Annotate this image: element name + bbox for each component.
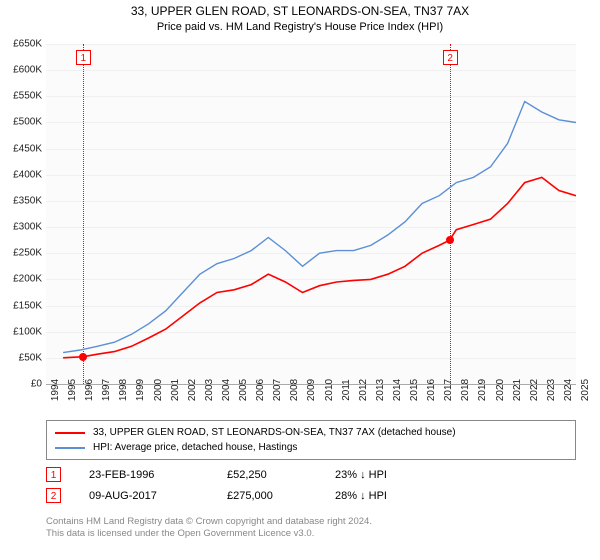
chart-area: 12 £0£50K£100K£150K£200K£250K£300K£350K£… <box>46 44 576 384</box>
legend-label: HPI: Average price, detached house, Hast… <box>93 440 297 455</box>
sale-hpi-delta: 23% ↓ HPI <box>335 469 425 481</box>
y-axis-label: £0 <box>31 379 42 390</box>
series-line-price_paid <box>63 177 576 357</box>
x-axis-label: 2012 <box>358 379 369 401</box>
y-axis-label: £300K <box>13 222 42 233</box>
x-axis-label: 1995 <box>67 379 78 401</box>
x-axis-label: 2001 <box>170 379 181 401</box>
y-axis-label: £250K <box>13 248 42 259</box>
footer-line2: This data is licensed under the Open Gov… <box>46 528 576 540</box>
x-axis-label: 1998 <box>118 379 129 401</box>
x-axis-label: 2013 <box>375 379 386 401</box>
y-axis-label: £550K <box>13 91 42 102</box>
x-axis-label: 2020 <box>495 379 506 401</box>
x-axis-label: 2017 <box>443 379 454 401</box>
x-axis-label: 2003 <box>204 379 215 401</box>
y-axis-label: £400K <box>13 169 42 180</box>
footer-attribution: Contains HM Land Registry data © Crown c… <box>46 516 576 541</box>
sale-row: 1 23-FEB-1996 £52,250 23% ↓ HPI <box>46 464 576 485</box>
x-axis-label: 2016 <box>426 379 437 401</box>
sale-hpi-delta: 28% ↓ HPI <box>335 490 425 502</box>
y-axis-label: £100K <box>13 326 42 337</box>
legend-swatch <box>55 432 85 434</box>
y-axis-label: £350K <box>13 195 42 206</box>
footer-line1: Contains HM Land Registry data © Crown c… <box>46 516 576 528</box>
legend-item: HPI: Average price, detached house, Hast… <box>55 440 567 455</box>
x-axis-label: 2022 <box>529 379 540 401</box>
series-line-hpi <box>63 102 576 353</box>
x-axis-label: 2015 <box>409 379 420 401</box>
x-axis-label: 2010 <box>324 379 335 401</box>
x-axis-label: 2014 <box>392 379 403 401</box>
x-axis-label: 2005 <box>238 379 249 401</box>
x-axis-label: 2008 <box>289 379 300 401</box>
y-axis-label: £650K <box>13 39 42 50</box>
legend-label: 33, UPPER GLEN ROAD, ST LEONARDS-ON-SEA,… <box>93 425 456 440</box>
x-axis-label: 1997 <box>101 379 112 401</box>
sale-row: 2 09-AUG-2017 £275,000 28% ↓ HPI <box>46 485 576 506</box>
x-axis-label: 2004 <box>221 379 232 401</box>
sale-price: £275,000 <box>227 490 307 502</box>
x-axis-label: 2011 <box>341 379 352 401</box>
x-axis-label: 2009 <box>306 379 317 401</box>
x-axis-label: 2021 <box>512 379 523 401</box>
y-axis-label: £150K <box>13 300 42 311</box>
title-address: 33, UPPER GLEN ROAD, ST LEONARDS-ON-SEA,… <box>0 4 600 20</box>
y-axis-label: £600K <box>13 65 42 76</box>
title-block: 33, UPPER GLEN ROAD, ST LEONARDS-ON-SEA,… <box>0 0 600 36</box>
x-axis-label: 1994 <box>50 379 61 401</box>
legend-swatch <box>55 447 85 449</box>
x-axis-label: 2000 <box>153 379 164 401</box>
sale-marker-box: 2 <box>46 488 61 503</box>
x-axis-label: 1999 <box>135 379 146 401</box>
x-axis-label: 2024 <box>563 379 574 401</box>
sale-date: 09-AUG-2017 <box>89 490 199 502</box>
legend-item: 33, UPPER GLEN ROAD, ST LEONARDS-ON-SEA,… <box>55 425 567 440</box>
sale-price: £52,250 <box>227 469 307 481</box>
x-axis-label: 2025 <box>580 379 591 401</box>
chart-lines-svg <box>46 44 576 384</box>
y-axis-label: £200K <box>13 274 42 285</box>
title-subtitle: Price paid vs. HM Land Registry's House … <box>0 20 600 34</box>
x-axis-label: 1996 <box>84 379 95 401</box>
chart-container: 33, UPPER GLEN ROAD, ST LEONARDS-ON-SEA,… <box>0 0 600 560</box>
y-axis-label: £450K <box>13 143 42 154</box>
sale-marker-box: 1 <box>46 467 61 482</box>
x-axis-label: 2018 <box>460 379 471 401</box>
y-axis-label: £50K <box>19 352 42 363</box>
x-axis-label: 2007 <box>272 379 283 401</box>
legend-box: 33, UPPER GLEN ROAD, ST LEONARDS-ON-SEA,… <box>46 420 576 460</box>
x-axis-label: 2023 <box>546 379 557 401</box>
x-axis-label: 2006 <box>255 379 266 401</box>
x-axis-label: 2019 <box>477 379 488 401</box>
x-axis-label: 2002 <box>187 379 198 401</box>
sale-date: 23-FEB-1996 <box>89 469 199 481</box>
sales-table: 1 23-FEB-1996 £52,250 23% ↓ HPI 2 09-AUG-2017… <box>46 464 576 506</box>
y-axis-label: £500K <box>13 117 42 128</box>
